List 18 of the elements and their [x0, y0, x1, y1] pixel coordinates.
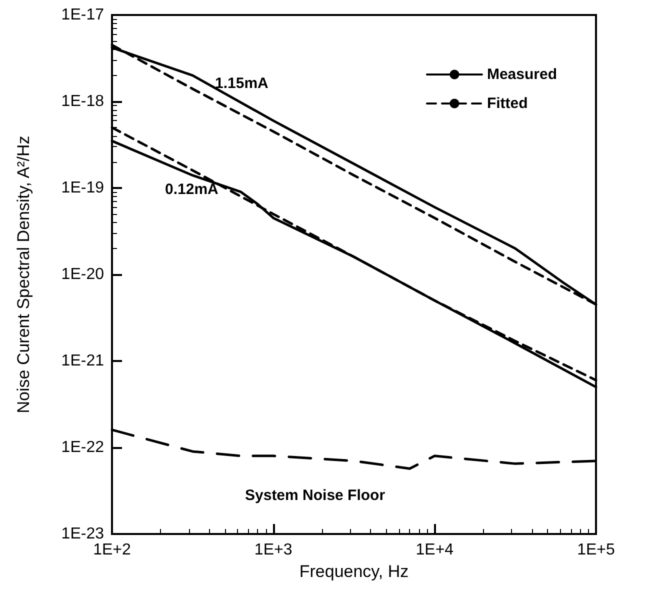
annotation: 0.12mA [165, 181, 219, 198]
x-tick-label: 1E+2 [93, 542, 132, 558]
y-tick-label: 1E-22 [61, 439, 104, 456]
annotation: System Noise Floor [245, 487, 386, 504]
y-tick-label: 1E-17 [61, 6, 104, 24]
x-tick-label: 1E+5 [577, 542, 616, 558]
x-tick-label: 1E+4 [416, 542, 454, 558]
x-axis-title: Frequency, Hz [299, 562, 409, 581]
legend-label: Measured [486, 66, 558, 83]
annotation: 1.15mA [215, 75, 269, 92]
y-tick-label: 1E-20 [61, 266, 104, 283]
x-tick-label: 1E+3 [254, 542, 292, 558]
y-tick-label: 1E-23 [61, 526, 104, 542]
y-tick-label: 1E-18 [61, 93, 104, 110]
y-axis-title: Noise Curent Spectral Density, A²/Hz [14, 136, 33, 414]
y-tick-label: 1E-21 [61, 352, 104, 370]
legend-label: Fitted [486, 95, 528, 112]
y-tick-label: 1E-19 [61, 180, 104, 196]
